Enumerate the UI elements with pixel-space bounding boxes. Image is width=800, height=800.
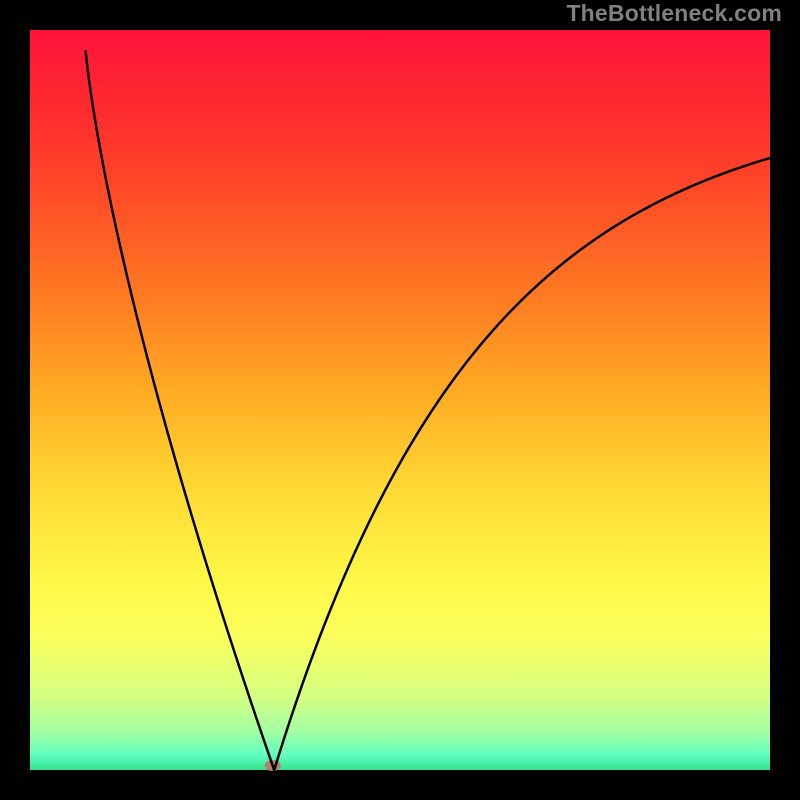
chart-container: TheBottleneck.com [0,0,800,800]
chart-svg [0,0,800,800]
watermark-text: TheBottleneck.com [566,0,782,27]
plot-background [30,30,770,770]
